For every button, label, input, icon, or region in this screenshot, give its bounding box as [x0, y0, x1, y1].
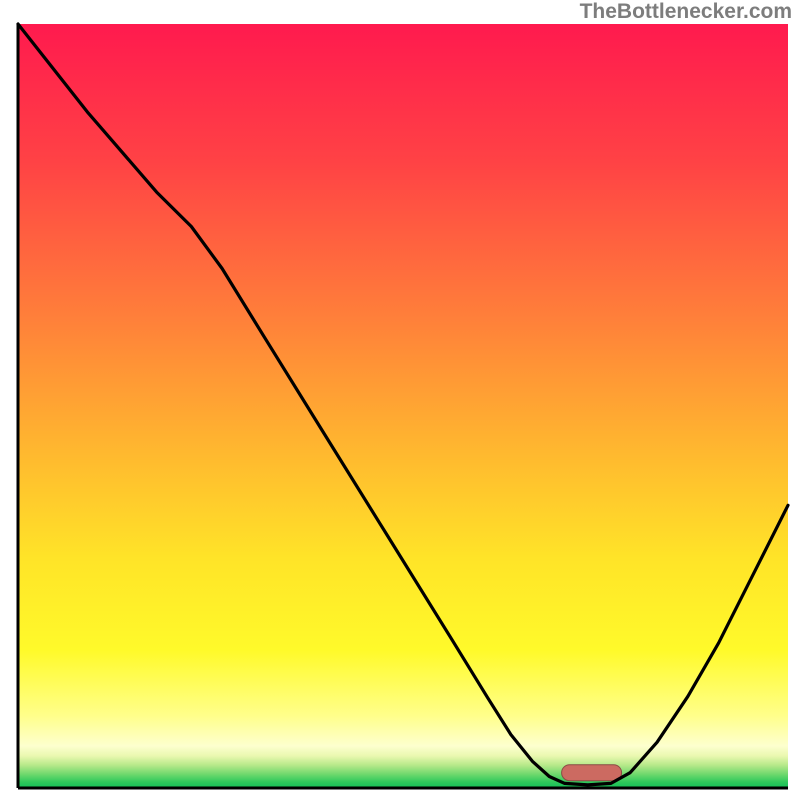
plot-gradient-background	[18, 24, 788, 788]
chart-canvas: { "watermark": { "text": "TheBottlenecke…	[0, 0, 800, 800]
watermark-text: TheBottlenecker.com	[580, 0, 792, 24]
bottleneck-chart	[0, 0, 800, 800]
optimum-marker	[562, 765, 622, 781]
